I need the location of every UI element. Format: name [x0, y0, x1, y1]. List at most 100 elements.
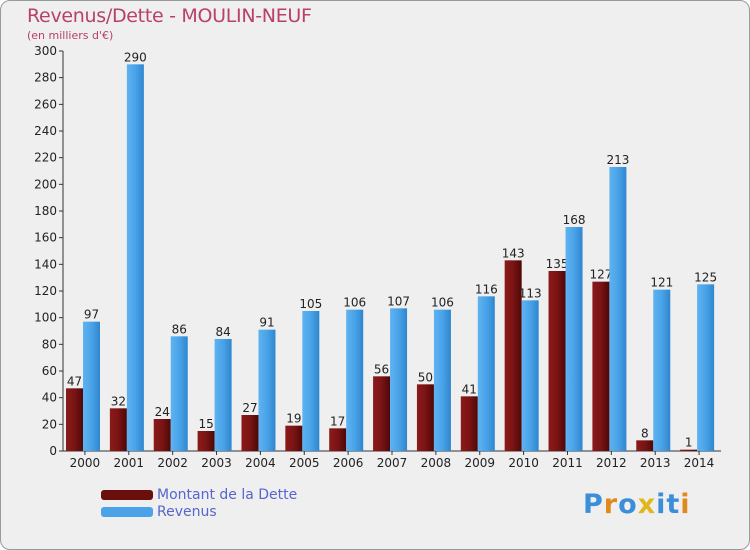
y-tick-label: 100	[34, 311, 57, 325]
data-label: 113	[519, 286, 542, 300]
bar-revenus	[477, 296, 495, 451]
y-tick-label: 300	[34, 44, 57, 58]
x-tick-label: 2010	[508, 456, 539, 470]
data-label: 107	[387, 294, 410, 308]
bar-revenus	[126, 64, 144, 452]
data-label: 50	[418, 370, 433, 384]
y-tick-label: 0	[49, 444, 57, 458]
bar-dette	[241, 415, 259, 451]
proxiti-logo: Proxiti	[583, 489, 691, 520]
bar-revenus	[433, 309, 451, 451]
data-label: 168	[563, 213, 586, 227]
y-tick-label: 20	[42, 417, 57, 431]
y-tick-label: 180	[34, 204, 57, 218]
legend-swatch-dette	[101, 490, 153, 500]
bar-dette	[373, 376, 391, 451]
bar-dette	[416, 384, 434, 451]
data-label: 8	[641, 426, 649, 440]
data-label: 125	[694, 270, 717, 284]
legend-label-dette: Montant de la Dette	[157, 487, 298, 503]
data-label: 135	[546, 257, 569, 271]
data-label: 56	[374, 362, 389, 376]
data-label: 24	[155, 405, 170, 419]
x-tick-label: 2014	[684, 456, 715, 470]
chart-subtitle: (en milliers d'€)	[27, 29, 114, 42]
data-label: 106	[431, 296, 454, 310]
legend-label-revenus: Revenus	[157, 504, 217, 520]
logo-letter: P	[583, 489, 604, 520]
bar-dette	[285, 425, 303, 451]
bar-revenus	[521, 300, 539, 451]
bar-revenus	[258, 329, 276, 451]
y-tick-label: 280	[34, 71, 57, 85]
y-tick-label: 260	[34, 97, 57, 111]
x-tick-label: 2006	[333, 456, 364, 470]
data-label: 105	[299, 297, 322, 311]
data-label: 121	[650, 276, 673, 290]
chart-title: Revenus/Dette - MOULIN-NEUF	[27, 5, 312, 27]
bar-revenus	[214, 339, 232, 451]
x-tick-label: 2004	[245, 456, 276, 470]
data-label: 17	[330, 414, 345, 428]
bar-revenus	[653, 289, 671, 451]
bar-dette	[197, 431, 215, 451]
bar-dette	[636, 440, 654, 451]
y-tick-label: 160	[34, 231, 57, 245]
logo-letter: r	[603, 489, 619, 520]
x-tick-label: 2012	[596, 456, 627, 470]
y-tick-label: 80	[42, 337, 57, 351]
x-tick-label: 2003	[201, 456, 232, 470]
bar-revenus	[170, 336, 188, 451]
x-tick-label: 2000	[70, 456, 101, 470]
logo-letter: t	[666, 489, 681, 520]
logo-letter: x	[637, 489, 657, 520]
logo-letter: i	[656, 489, 667, 520]
x-tick-label: 2013	[640, 456, 671, 470]
bar-revenus	[302, 311, 320, 451]
y-tick-label: 120	[34, 284, 57, 298]
bar-revenus	[83, 321, 100, 451]
data-label: 97	[84, 308, 99, 322]
x-tick-label: 2002	[157, 456, 188, 470]
data-label: 27	[242, 401, 257, 415]
data-label: 127	[589, 268, 612, 282]
legend-swatch-revenus	[101, 507, 153, 517]
y-tick-label: 220	[34, 151, 57, 165]
bar-dette	[460, 396, 478, 451]
bar-dette	[66, 388, 83, 451]
data-label: 84	[215, 325, 230, 339]
data-label: 1	[685, 436, 693, 450]
bar-dette	[548, 271, 566, 451]
data-label: 86	[172, 322, 187, 336]
bar-dette	[592, 281, 610, 451]
bar-dette	[109, 408, 127, 451]
bar-dette	[504, 260, 522, 451]
data-label: 213	[606, 153, 629, 167]
y-tick-label: 140	[34, 257, 57, 271]
y-tick-label: 60	[42, 364, 57, 378]
x-tick-label: 2011	[552, 456, 583, 470]
data-label: 15	[198, 417, 213, 431]
data-label: 106	[343, 296, 366, 310]
y-tick-label: 200	[34, 177, 57, 191]
x-tick-label: 2001	[114, 456, 145, 470]
y-tick-label: 240	[34, 124, 57, 138]
bar-revenus	[609, 167, 627, 451]
data-label: 91	[259, 316, 274, 330]
x-tick-label: 2009	[464, 456, 495, 470]
data-label: 19	[286, 412, 301, 426]
data-label: 116	[475, 282, 498, 296]
y-tick-label: 40	[42, 391, 57, 405]
x-tick-label: 2005	[289, 456, 320, 470]
bar-dette	[153, 419, 171, 451]
logo-letter: o	[618, 489, 638, 520]
bar-dette	[329, 428, 347, 451]
x-tick-label: 2008	[421, 456, 452, 470]
bar-revenus	[390, 308, 408, 451]
bar-revenus	[346, 309, 364, 451]
data-label: 47	[67, 374, 82, 388]
data-label: 32	[111, 394, 126, 408]
bar-revenus	[565, 227, 583, 451]
